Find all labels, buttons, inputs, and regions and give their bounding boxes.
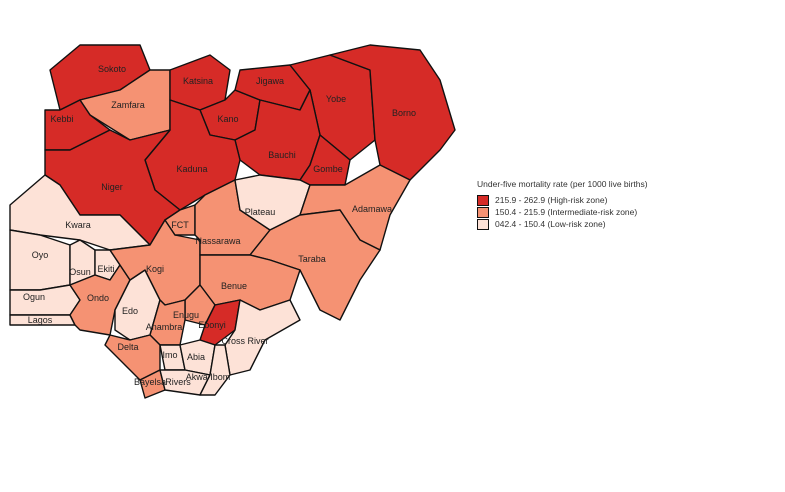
state-label-borno: Borno (392, 108, 416, 118)
state-label-lagos: Lagos (28, 315, 53, 325)
state-label-kwara: Kwara (65, 220, 91, 230)
legend-swatch (477, 206, 489, 218)
state-label-akwa-ibom: Akwa Ibom (186, 372, 231, 382)
legend: Under-five mortality rate (per 1000 live… (477, 179, 648, 230)
legend-label: 150.4 - 215.9 (Intermediate-risk zone) (495, 207, 638, 217)
state-label-enugu: Enugu (173, 310, 199, 320)
state-label-katsina: Katsina (183, 76, 213, 86)
state-label-bauchi: Bauchi (268, 150, 296, 160)
state-label-ekiti: Ekiti (97, 264, 114, 274)
state-label-ogun: Ogun (23, 292, 45, 302)
state-label-jigawa: Jigawa (256, 76, 284, 86)
state-label-oyo: Oyo (32, 250, 49, 260)
state-label-adamawa: Adamawa (352, 204, 392, 214)
legend-item-low: 042.4 - 150.4 (Low-risk zone) (477, 218, 648, 230)
state-label-nassarawa: Nassarawa (195, 236, 240, 246)
state-label-ondo: Ondo (87, 293, 109, 303)
legend-item-high: 215.9 - 262.9 (High-risk zone) (477, 194, 648, 206)
legend-swatch (477, 218, 489, 230)
legend-label: 042.4 - 150.4 (Low-risk zone) (495, 219, 606, 229)
state-label-edo: Edo (122, 306, 138, 316)
legend-swatch (477, 194, 489, 206)
state-label-fct: FCT (171, 220, 189, 230)
state-label-cross-river: Cross River (221, 336, 268, 346)
state-label-imo: Imo (162, 350, 177, 360)
state-label-kaduna: Kaduna (176, 164, 207, 174)
state-cross-river (224, 299, 301, 376)
state-label-anambra: Anambra (146, 322, 183, 332)
state-ondo (69, 264, 131, 336)
state-taraba (249, 209, 381, 321)
state-oyo (9, 229, 71, 291)
state-label-gombe: Gombe (313, 164, 343, 174)
state-label-osun: Osun (69, 267, 91, 277)
state-label-zamfara: Zamfara (111, 100, 145, 110)
state-akwa-ibom (199, 344, 231, 396)
state-label-yobe: Yobe (326, 94, 346, 104)
state-label-abia: Abia (187, 352, 205, 362)
state-label-taraba: Taraba (298, 254, 326, 264)
state-label-kogi: Kogi (146, 264, 164, 274)
state-label-bayelsa: Bayelsa (134, 377, 166, 387)
state-borno (329, 44, 456, 181)
state-label-delta: Delta (117, 342, 138, 352)
state-label-plateau: Plateau (245, 207, 276, 217)
state-label-benue: Benue (221, 281, 247, 291)
state-label-rivers: Rivers (165, 377, 191, 387)
legend-label: 215.9 - 262.9 (High-risk zone) (495, 195, 608, 205)
state-label-kebbi: Kebbi (50, 114, 73, 124)
state-label-niger: Niger (101, 182, 123, 192)
state-label-ebonyi: Ebonyi (198, 320, 226, 330)
legend-item-intermediate: 150.4 - 215.9 (Intermediate-risk zone) (477, 206, 648, 218)
state-label-sokoto: Sokoto (98, 64, 126, 74)
legend-title: Under-five mortality rate (per 1000 live… (477, 179, 648, 189)
state-label-kano: Kano (217, 114, 238, 124)
